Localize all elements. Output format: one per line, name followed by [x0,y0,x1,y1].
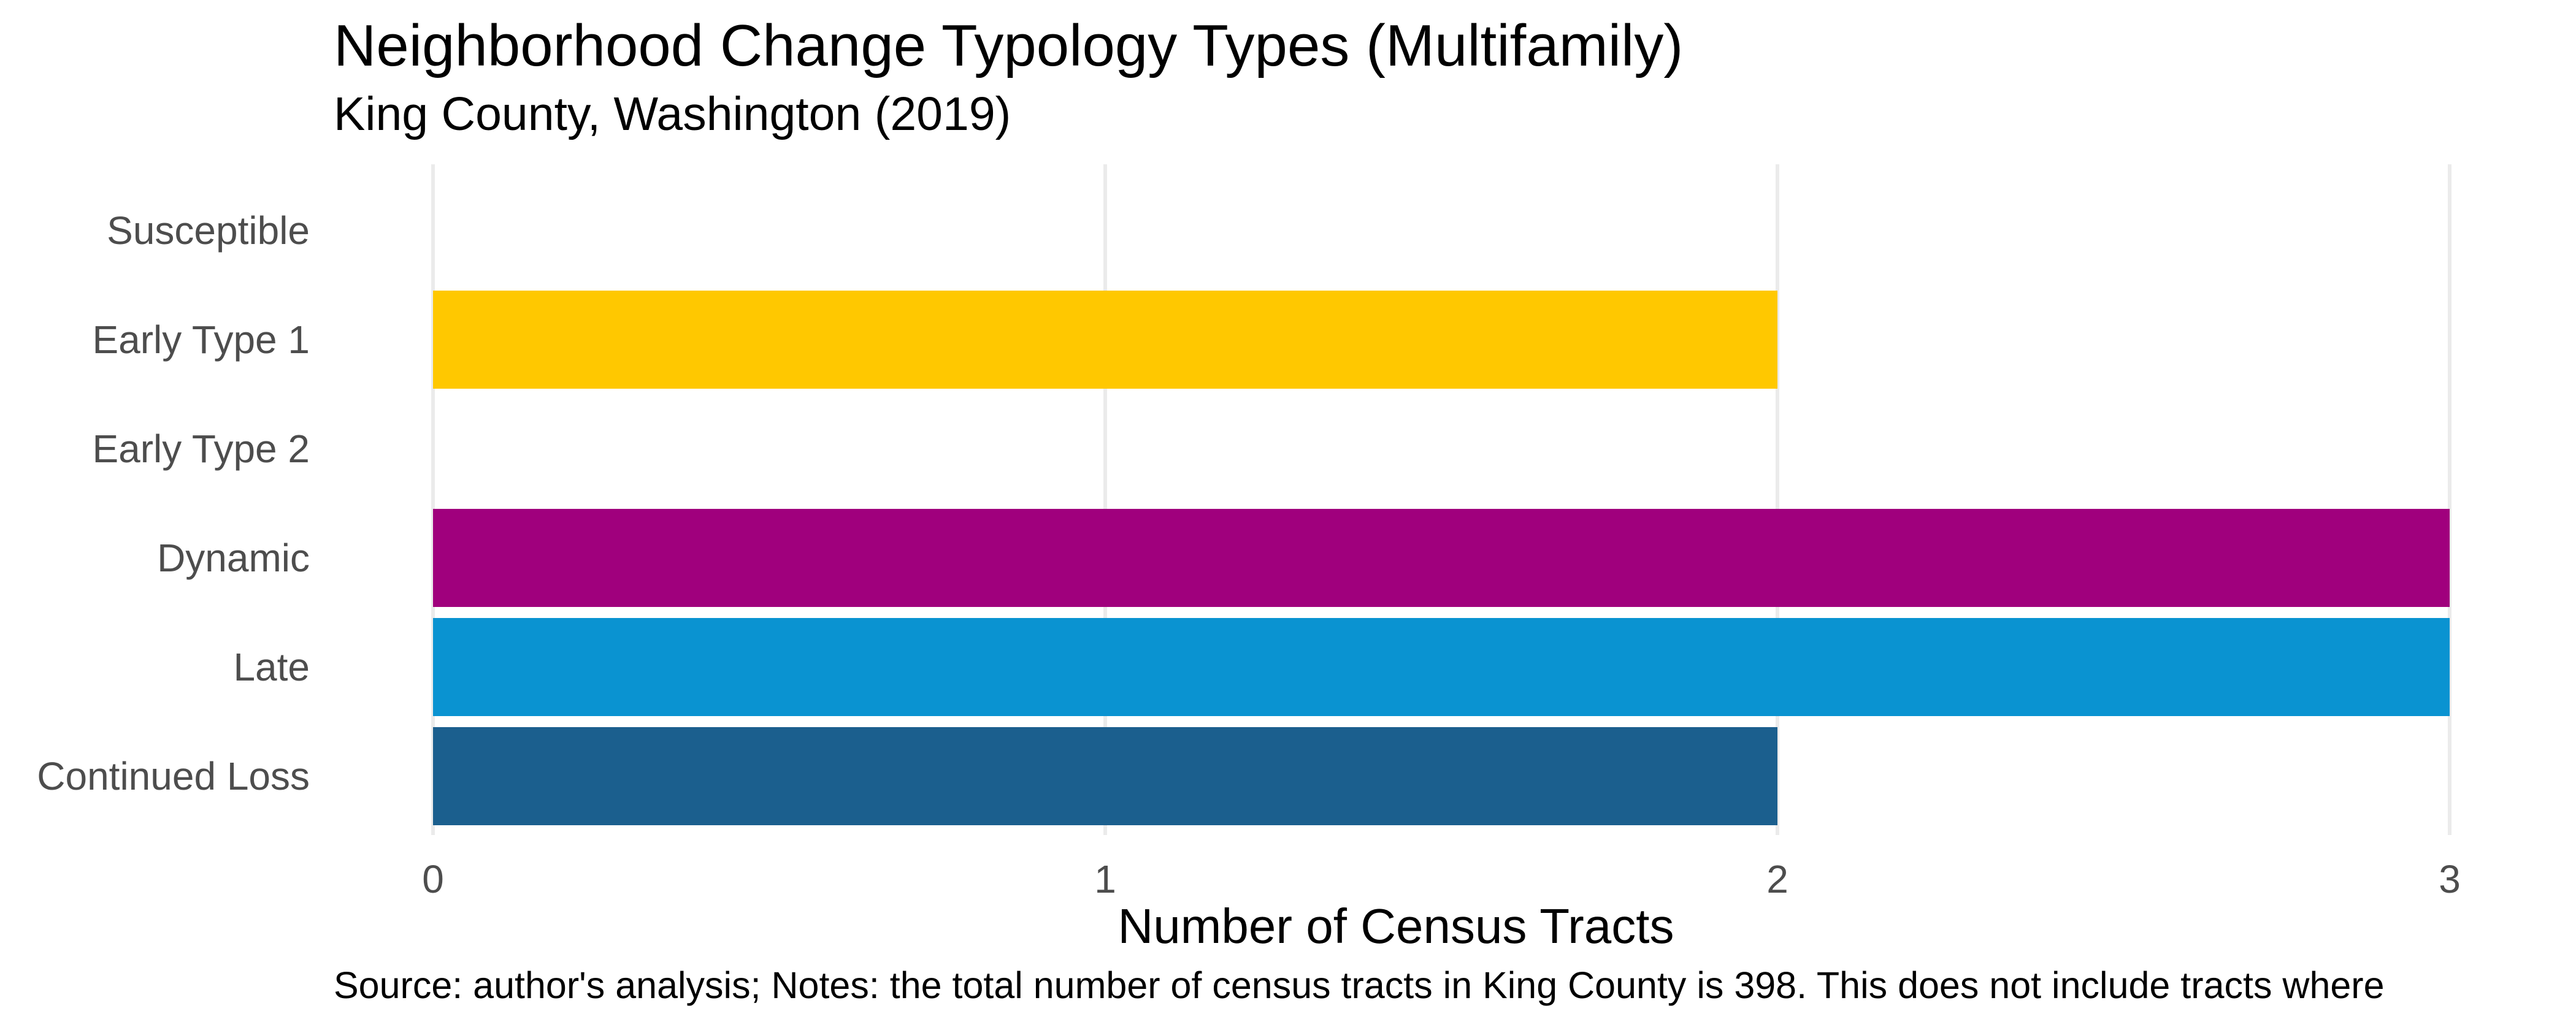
y-tick-label-continued-loss: Continued Loss [37,754,310,798]
x-tick-label-0: 0 [422,857,444,901]
x-axis-title: Number of Census Tracts [1118,899,1674,953]
y-tick-label-early-type-1: Early Type 1 [92,318,310,362]
chart-caption: Source: author's analysis; Notes: the to… [334,964,2385,1006]
chart-title: Neighborhood Change Typology Types (Mult… [334,13,1684,78]
bar-layer [433,291,2450,825]
y-tick-label-susceptible: Susceptible [107,208,310,253]
x-tick-label-3: 3 [2439,857,2461,901]
chart-subtitle: King County, Washington (2019) [334,88,1011,140]
y-tick-label-early-type-2: Early Type 2 [92,427,310,471]
x-tick-labels: 0 1 2 3 [422,857,2461,901]
x-tick-label-1: 1 [1094,857,1116,901]
bar-dynamic [433,509,2450,607]
bar-late [433,618,2450,716]
y-tick-label-dynamic: Dynamic [157,536,310,580]
grid-layer [431,164,2451,835]
x-tick-label-2: 2 [1766,857,1788,901]
y-tick-labels: Susceptible Early Type 1 Early Type 2 Dynam… [37,208,310,798]
bar-early-type-1 [433,291,1777,389]
bar-continued-loss [433,727,1777,825]
y-tick-label-late: Late [233,645,310,689]
